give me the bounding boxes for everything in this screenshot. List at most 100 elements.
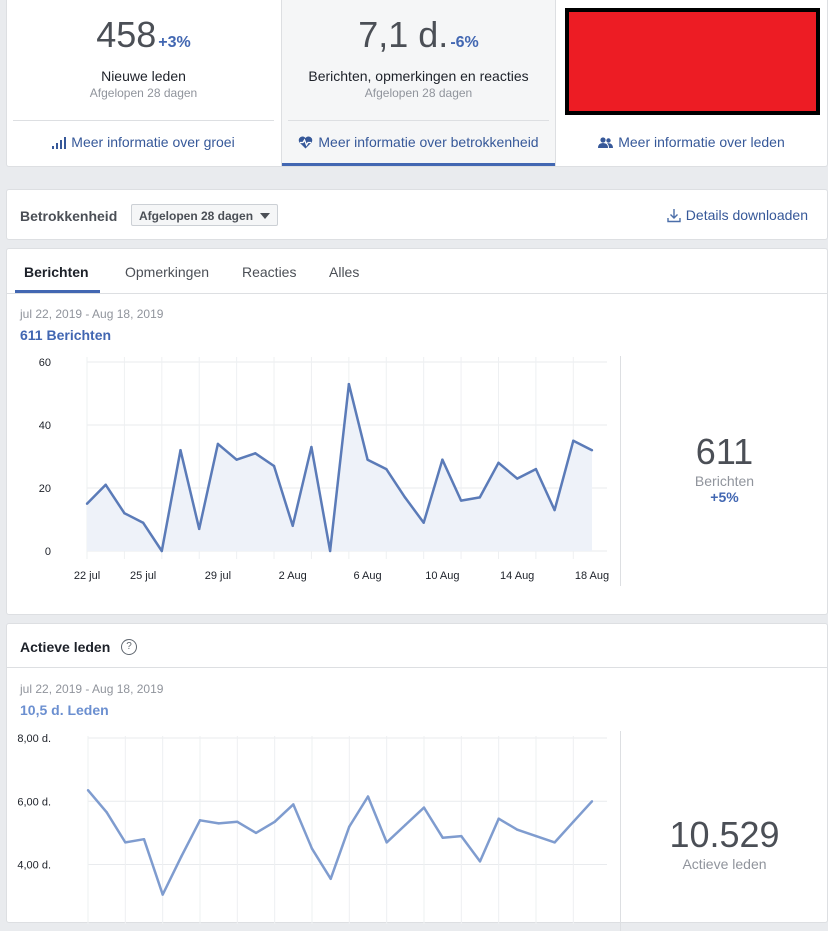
data-point	[180, 855, 183, 858]
chart-divider	[620, 731, 621, 931]
data-point	[216, 442, 220, 446]
y-tick-label: 8,00 d.	[17, 733, 51, 745]
data-point	[460, 834, 463, 838]
new-members-period: Afgelopen 28 dagen	[89, 86, 198, 100]
period-dropdown[interactable]: Afgelopen 28 dagen	[131, 204, 278, 226]
data-point	[515, 477, 519, 480]
data-point	[422, 806, 426, 809]
engagement-info-link-label: Meer informatie over betrokkenheid	[318, 134, 539, 150]
data-point	[366, 795, 370, 798]
data-point	[141, 521, 145, 524]
data-point	[534, 467, 538, 471]
members-info-link[interactable]: Meer informatie over leden	[555, 134, 828, 150]
members-date-range: jul 22, 2019 - Aug 18, 2019	[20, 682, 164, 696]
data-point	[590, 449, 594, 452]
data-point	[85, 502, 89, 505]
divider	[288, 120, 549, 121]
data-point	[553, 841, 556, 844]
data-point	[404, 823, 407, 827]
engagement-period: Afgelopen 28 dagen	[364, 86, 473, 100]
data-point	[497, 461, 500, 464]
data-point	[292, 803, 295, 806]
tab-posts[interactable]: Berichten	[24, 264, 89, 280]
tab-all[interactable]: Alles	[329, 264, 360, 280]
stat-engagement: 7,1 d. -6% Berichten, opmerkingen en reac…	[281, 0, 556, 166]
growth-info-link-label: Meer informatie over groei	[71, 134, 235, 150]
y-tick-label: 40	[39, 420, 51, 432]
data-point	[553, 508, 556, 512]
x-tick-label: 10 Aug	[425, 570, 459, 582]
data-point	[478, 496, 481, 499]
data-point	[179, 449, 182, 452]
data-point	[403, 496, 407, 499]
engagement-header-card: Betrokkenheid Afgelopen 28 dagen Details…	[6, 189, 828, 240]
y-tick-label: 60	[39, 357, 51, 369]
growth-info-link[interactable]: Meer informatie over groei	[7, 134, 280, 150]
x-tick-label: 6 Aug	[353, 570, 381, 582]
active-stat-indicator	[282, 163, 555, 166]
data-point	[366, 458, 369, 461]
members-summary-caption: Actieve leden	[682, 856, 767, 872]
y-tick-label: 4,00 d.	[17, 860, 51, 872]
data-point	[272, 464, 276, 468]
data-point	[516, 828, 519, 831]
engagement-value: 7,1 d.	[358, 14, 449, 55]
new-members-change: +3%	[158, 34, 191, 51]
posts-total: 611 Berichten	[20, 327, 112, 343]
data-point	[590, 800, 594, 803]
help-icon[interactable]: ?	[121, 639, 137, 655]
tab-comments[interactable]: Opmerkingen	[125, 264, 210, 280]
stat-new-members: 458 +3% Nieuwe leden Afgelopen 28 dagen M…	[7, 0, 280, 166]
data-point	[572, 439, 575, 442]
data-point	[441, 458, 444, 461]
divider	[7, 667, 827, 668]
data-point	[142, 838, 146, 841]
active-members-title: Actieve leden	[20, 639, 111, 655]
series-line	[87, 789, 593, 896]
data-point	[198, 527, 201, 531]
y-tick-label: 6,00 d.	[17, 796, 51, 808]
data-point	[385, 841, 388, 844]
data-point	[86, 789, 90, 792]
chart-divider	[620, 356, 621, 586]
download-icon	[667, 209, 681, 223]
members-info-link-label: Meer informatie over leden	[618, 134, 785, 150]
active-tab-indicator	[15, 290, 100, 293]
new-members-label: Nieuwe leden	[101, 68, 186, 84]
engagement-label: Berichten, opmerkingen en reacties	[308, 68, 529, 84]
series-line	[86, 382, 593, 553]
heart-pulse-icon	[299, 136, 313, 149]
data-point	[254, 452, 257, 455]
data-point	[478, 860, 482, 863]
overview-stats-card: 458 +3% Nieuwe leden Afgelopen 28 dagen M…	[6, 0, 828, 167]
data-point	[104, 483, 107, 487]
data-point	[534, 834, 538, 838]
download-details-label: Details downloaden	[685, 207, 808, 223]
engagement-info-link[interactable]: Meer informatie over betrokkenheid	[282, 134, 555, 150]
posts-summary-caption: Berichten	[694, 473, 755, 489]
members-summary: 10.529 Actieve leden	[621, 814, 828, 872]
data-point	[441, 836, 444, 839]
y-tick-label: 0	[45, 546, 51, 558]
data-point	[273, 820, 276, 824]
redacted-block	[565, 8, 820, 115]
x-tick-label: 14 Aug	[500, 570, 534, 582]
x-tick-label: 29 jul	[205, 570, 231, 582]
data-point	[328, 549, 332, 553]
data-point	[160, 549, 164, 553]
members-total: 10,5 d. Leden	[20, 702, 109, 718]
data-point	[329, 877, 332, 880]
data-point	[235, 458, 238, 461]
x-tick-label: 18 Aug	[575, 570, 609, 582]
engagement-title: Betrokkenheid	[20, 208, 118, 224]
stat-members: Meer informatie over leden	[555, 0, 828, 166]
tab-reactions[interactable]: Reacties	[242, 264, 297, 280]
x-tick-label: 2 Aug	[279, 570, 307, 582]
engagement-tabs: Berichten Opmerkingen Reacties Alles	[7, 249, 827, 294]
posts-summary-change: +5%	[710, 489, 739, 505]
bar-chart-icon	[52, 137, 67, 149]
download-details-link[interactable]: Details downloaden	[667, 207, 808, 223]
posts-summary: 611 Berichten +5%	[621, 431, 828, 505]
posts-date-range: jul 22, 2019 - Aug 18, 2019	[20, 307, 164, 321]
divider	[13, 120, 274, 121]
